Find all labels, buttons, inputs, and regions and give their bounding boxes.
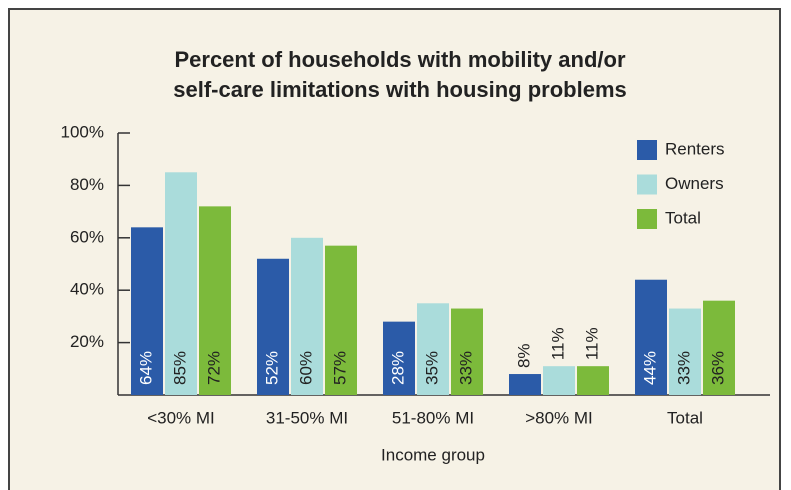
value-label: 85% <box>170 351 189 385</box>
value-label: 36% <box>708 351 727 385</box>
x-tick-label: Total <box>667 408 703 427</box>
bar <box>199 206 231 395</box>
bar <box>383 321 415 395</box>
legend-swatch <box>637 140 657 160</box>
y-tick-label: 80% <box>70 175 104 194</box>
legend-swatch <box>637 174 657 195</box>
bar <box>325 245 357 395</box>
value-label: 57% <box>330 351 349 385</box>
y-tick-label: 20% <box>70 332 104 351</box>
bar <box>451 308 483 395</box>
x-tick-label: 51-80% MI <box>392 408 474 427</box>
y-tick-label: 60% <box>70 227 104 246</box>
value-label: 8% <box>514 343 533 368</box>
value-label: 44% <box>640 351 659 385</box>
value-label: 33% <box>674 351 693 385</box>
chart-title: Percent of households with mobility and/… <box>174 47 625 72</box>
bar <box>417 303 449 395</box>
legend-swatch <box>637 209 657 229</box>
chart-title: self-care limitations with housing probl… <box>173 77 627 102</box>
bar <box>131 227 163 395</box>
bar <box>257 258 289 395</box>
value-label: 35% <box>422 351 441 385</box>
bar <box>291 237 323 395</box>
value-label: 33% <box>456 351 475 385</box>
x-tick-label: 31-50% MI <box>266 408 348 427</box>
bar <box>635 279 667 395</box>
legend-label: Total <box>665 208 701 227</box>
y-tick-label: 100% <box>61 122 104 141</box>
bar <box>703 300 735 395</box>
value-label: 72% <box>204 351 223 385</box>
bar <box>509 374 541 395</box>
value-label: 52% <box>262 351 281 385</box>
bar <box>543 366 575 395</box>
value-label: 60% <box>296 351 315 385</box>
bar <box>577 366 609 395</box>
legend-label: Owners <box>665 174 724 193</box>
bar <box>165 172 197 395</box>
value-label: 28% <box>388 351 407 385</box>
bar <box>669 308 701 395</box>
value-label: 64% <box>136 351 155 385</box>
x-tick-label: >80% MI <box>525 408 593 427</box>
value-label: 11% <box>582 327 601 360</box>
value-label: 11% <box>548 327 567 360</box>
y-tick-label: 40% <box>70 280 104 299</box>
legend-label: Renters <box>665 139 725 158</box>
x-axis-label: Income group <box>381 445 485 464</box>
x-tick-label: <30% MI <box>147 408 215 427</box>
